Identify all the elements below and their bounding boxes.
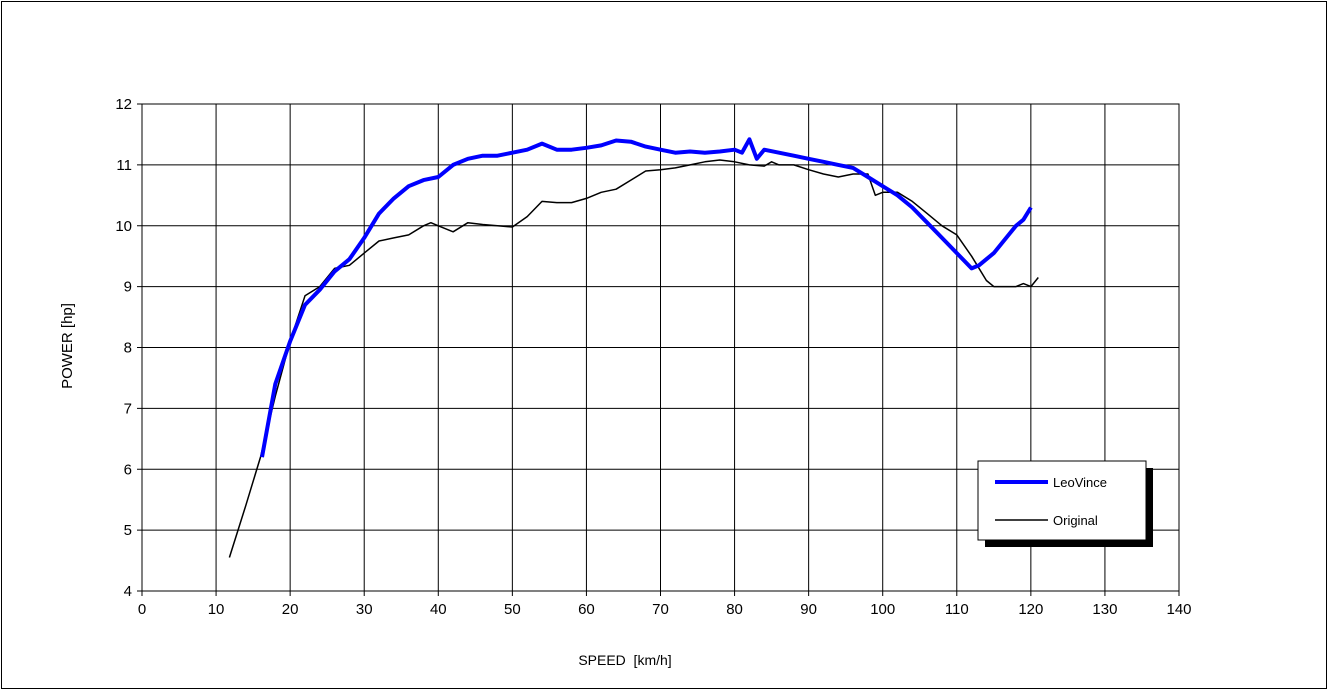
x-tick-label: 10	[208, 601, 225, 618]
x-tick-label: 40	[430, 601, 447, 618]
y-axis-label: POWER [hp]	[59, 303, 76, 389]
legend-label-leovince: LeoVince	[1053, 475, 1107, 490]
legend: LeoVince Original	[977, 460, 1153, 547]
x-tick-label: 80	[726, 601, 743, 618]
y-tick-label: 5	[124, 522, 132, 539]
x-tick-label: 100	[870, 601, 895, 618]
y-tick-label: 7	[124, 400, 132, 417]
series-line-leovince	[260, 137, 1033, 458]
legend-label-original: Original	[1053, 513, 1098, 528]
x-tick-label: 30	[356, 601, 373, 618]
y-tick-label: 10	[115, 218, 132, 235]
x-tick-label: 110	[945, 601, 969, 618]
y-tick-label: 11	[116, 157, 132, 174]
x-tick-label: 50	[504, 601, 521, 618]
x-axis-label: SPEED [km/h]	[578, 652, 671, 668]
x-tick-label: 140	[1166, 601, 1191, 618]
x-tick-label: 60	[578, 601, 595, 618]
x-tick-label: 120	[1018, 601, 1043, 618]
y-tick-label: 12	[115, 96, 132, 113]
y-tick-label: 8	[124, 340, 132, 357]
y-tick-label: 4	[124, 583, 132, 600]
y-tick-label: 6	[124, 461, 132, 478]
x-tick-label: 20	[282, 601, 299, 618]
x-tick-label: 130	[1092, 601, 1117, 618]
x-tick-label: 90	[800, 601, 817, 618]
x-tick-label: 0	[138, 601, 146, 618]
x-axis-ticks: 0 10 20 30 40 50 60 70 80 90 100 110 120 130 140	[138, 591, 1192, 618]
series-layer	[228, 137, 1039, 558]
x-tick-label: 70	[652, 601, 669, 618]
y-axis-ticks: 4 5 6 7 8 9 10 11 12	[115, 96, 142, 600]
series-line-original	[228, 159, 1039, 558]
grid	[142, 104, 1179, 591]
y-tick-label: 9	[124, 279, 132, 296]
legend-box	[977, 460, 1147, 541]
